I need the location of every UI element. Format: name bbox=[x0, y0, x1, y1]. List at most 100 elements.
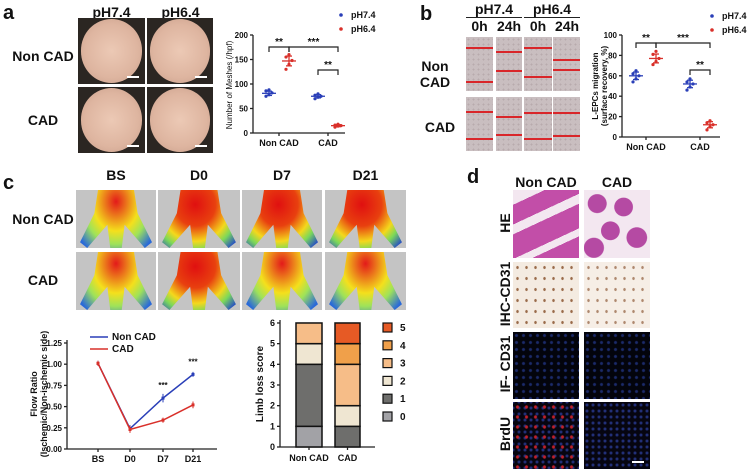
col-header-ph74: pH7.4 bbox=[466, 1, 522, 18]
bar-segment-score-1 bbox=[334, 425, 361, 448]
legend-marker bbox=[710, 28, 714, 32]
tube-formation-image bbox=[78, 87, 145, 153]
y-axis-label: (surface recovery, %) bbox=[600, 46, 609, 127]
perfusion-image bbox=[242, 252, 322, 310]
wound-edge-line bbox=[553, 69, 580, 72]
he-stain-image bbox=[513, 190, 579, 258]
legend-label: 2 bbox=[400, 376, 406, 387]
significance-label: ** bbox=[324, 60, 332, 71]
panel-b-label: b bbox=[420, 3, 433, 25]
wound-edge-line bbox=[466, 47, 493, 50]
significance-label: ** bbox=[642, 33, 650, 44]
wound-edge-line bbox=[524, 47, 552, 50]
legend-marker bbox=[339, 27, 343, 31]
col-header-ph74: pH7.4 bbox=[92, 4, 131, 20]
if-cd31-image bbox=[513, 332, 579, 399]
if-cd31-image bbox=[584, 332, 650, 399]
scale-bar bbox=[127, 76, 139, 78]
y-tick-label: 0 bbox=[244, 129, 249, 138]
data-point bbox=[284, 67, 288, 71]
subcol-0h: 0h bbox=[471, 18, 488, 34]
row-label-cad: CAD bbox=[27, 272, 59, 288]
x-tick-label: D21 bbox=[185, 454, 202, 464]
perfusion-image bbox=[325, 190, 406, 248]
wound-edge-line bbox=[496, 51, 522, 54]
row-label-cad: CAD bbox=[27, 112, 59, 128]
y-tick-label: 1 bbox=[270, 421, 275, 431]
scratch-wound-image bbox=[496, 97, 522, 151]
y-axis-label: (Ischemic/Non-ischemic side) bbox=[39, 331, 49, 458]
data-point bbox=[654, 49, 658, 53]
legend-swatch bbox=[382, 393, 393, 404]
col-header-d21: D21 bbox=[352, 167, 379, 183]
col-header-d7: D7 bbox=[273, 167, 291, 183]
significance-bracket bbox=[317, 69, 339, 75]
legend-label: 5 bbox=[400, 323, 406, 334]
wound-edge-line bbox=[496, 115, 522, 118]
scale-bar bbox=[195, 76, 207, 78]
significance-label: ** bbox=[696, 60, 704, 71]
y-tick-label: 150 bbox=[235, 56, 249, 65]
row-label-non-cad: Non CAD bbox=[12, 211, 74, 227]
bar-segment-score-2 bbox=[334, 404, 361, 428]
perfusion-image bbox=[242, 190, 322, 248]
scratch-wound-image bbox=[553, 97, 580, 151]
subcol-24h: 24h bbox=[554, 18, 580, 34]
y-tick-label: 40 bbox=[608, 92, 617, 101]
scale-bar bbox=[195, 145, 207, 147]
col-header-ph64: pH6.4 bbox=[524, 1, 580, 18]
bar-segment-score-3 bbox=[334, 363, 361, 407]
y-tick-label: 80 bbox=[608, 51, 617, 60]
legend-label: pH6.4 bbox=[351, 24, 376, 34]
tube-formation-image bbox=[147, 87, 213, 153]
legend-swatch bbox=[382, 411, 393, 422]
data-point bbox=[287, 53, 291, 57]
perfusion-image bbox=[158, 252, 240, 310]
col-header-cad: CAD bbox=[601, 174, 633, 190]
data-point bbox=[651, 62, 655, 67]
panel-c-label: c bbox=[3, 172, 15, 194]
legend-label: 0 bbox=[400, 412, 406, 423]
legend-label: pH7.4 bbox=[351, 10, 376, 20]
y-tick-label: 50 bbox=[239, 105, 248, 114]
y-tick-label: 5 bbox=[270, 339, 275, 349]
wound-edge-line bbox=[553, 134, 580, 137]
bar-segment-score-2 bbox=[295, 342, 323, 366]
ihc-cd31-image bbox=[584, 262, 650, 328]
wound-edge-line bbox=[466, 138, 493, 141]
data-point bbox=[631, 72, 635, 76]
wound-edge-line bbox=[553, 112, 580, 115]
he-stain-image bbox=[584, 190, 650, 258]
legend-swatch bbox=[382, 375, 393, 386]
panel-a-label: a bbox=[3, 2, 15, 24]
col-header-bs: BS bbox=[106, 167, 126, 183]
y-tick-label: 0 bbox=[270, 442, 275, 452]
perfusion-image bbox=[76, 190, 156, 248]
y-tick-label: 6 bbox=[270, 318, 275, 328]
bar-segment-score-4 bbox=[334, 342, 361, 366]
col-header-non-cad: Non CAD bbox=[515, 174, 577, 190]
y-tick-label: 100 bbox=[235, 80, 249, 89]
scale-bar bbox=[127, 145, 139, 147]
y-tick-label: 0.75 bbox=[46, 381, 62, 390]
data-point bbox=[631, 80, 635, 84]
data-point bbox=[685, 88, 689, 92]
y-tick-label: 60 bbox=[608, 72, 617, 81]
y-tick-label: 200 bbox=[235, 31, 249, 40]
y-tick-label: 0.50 bbox=[46, 403, 62, 412]
significance-label: *** bbox=[308, 37, 320, 48]
wound-edge-line bbox=[524, 111, 552, 114]
data-point bbox=[705, 128, 709, 132]
scratch-wound-image bbox=[496, 37, 522, 91]
tube-formation-image bbox=[78, 18, 145, 84]
scratch-wound-image bbox=[524, 37, 552, 91]
bar-segment-score-1 bbox=[295, 363, 323, 428]
scratch-wound-image bbox=[466, 37, 493, 91]
significance-bracket bbox=[689, 69, 711, 75]
scale-bar bbox=[632, 461, 644, 463]
legend-label: Non CAD bbox=[112, 332, 156, 343]
wound-edge-line bbox=[496, 134, 522, 137]
x-tick-label: Non CAD bbox=[289, 453, 329, 463]
